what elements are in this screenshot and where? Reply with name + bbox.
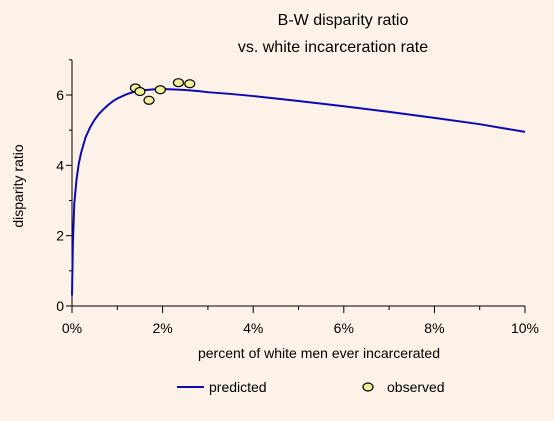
- chart-title: B-W disparity ratio: [278, 12, 409, 29]
- x-tick-label: 4%: [243, 320, 263, 336]
- y-tick-label: 0: [56, 298, 64, 314]
- legend-marker-observed: [362, 382, 374, 392]
- legend-label-observed: observed: [387, 379, 445, 395]
- y-axis-ticks: 0 2 4 6: [56, 59, 72, 314]
- chart-subtitle: vs. white incarceration rate: [238, 39, 428, 56]
- observed-point: [154, 85, 166, 95]
- series-line-predicted: [71, 88, 526, 296]
- legend-label-predicted: predicted: [209, 379, 267, 395]
- x-axis-ticks: 0% 2% 4% 6% 8% 10%: [62, 306, 539, 336]
- y-axis-label: disparity ratio: [10, 144, 26, 227]
- observed-point: [134, 86, 146, 97]
- observed-point: [172, 78, 185, 88]
- x-tick-label: 0%: [62, 320, 82, 336]
- x-tick-label: 8%: [424, 320, 444, 336]
- x-tick-label: 6%: [334, 320, 354, 336]
- x-axis-label: percent of white men ever incarcerated: [198, 345, 440, 361]
- legend: predicted observed: [177, 379, 445, 395]
- x-tick-label: 10%: [511, 320, 539, 336]
- observed-point: [184, 79, 196, 89]
- y-tick-label: 2: [56, 228, 64, 244]
- observed-point: [143, 95, 155, 105]
- x-tick-label: 2%: [152, 320, 172, 336]
- y-tick-label: 4: [56, 157, 64, 173]
- observed-points: [129, 78, 196, 105]
- y-tick-label: 6: [56, 87, 64, 103]
